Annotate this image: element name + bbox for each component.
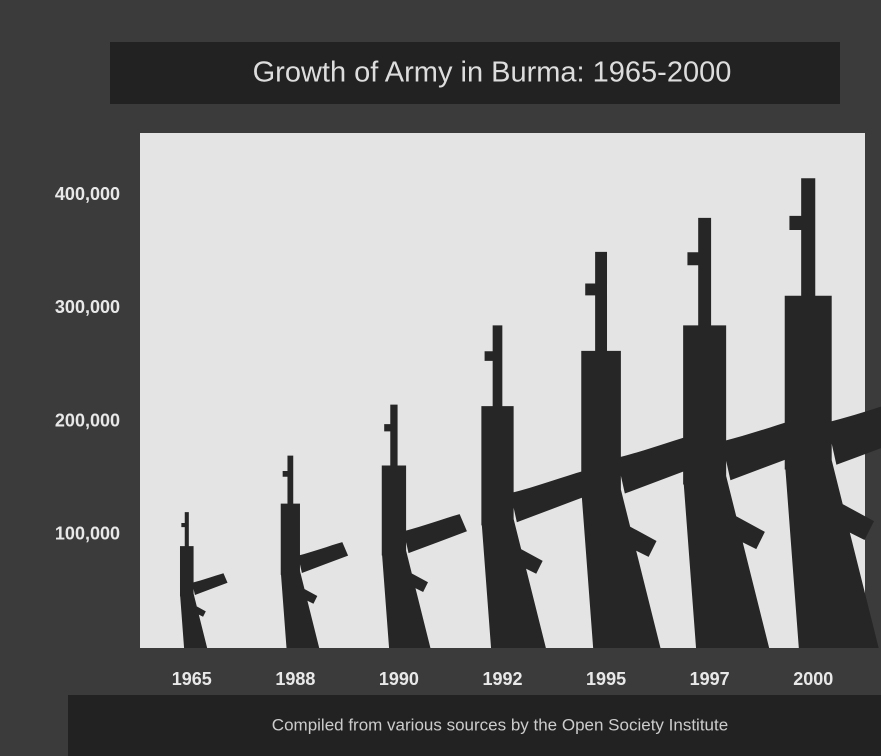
x-tick-label: 1965 — [172, 669, 212, 689]
x-tick-label: 1995 — [586, 669, 626, 689]
chart: Growth of Army in Burma: 1965-2000 Compi… — [0, 0, 881, 756]
y-tick-label: 200,000 — [55, 410, 120, 430]
x-tick-label: 1997 — [690, 669, 730, 689]
chart-title: Growth of Army in Burma: 1965-2000 — [253, 57, 732, 89]
footnote: Compiled from various sources by the Ope… — [272, 715, 728, 734]
y-tick-label: 100,000 — [55, 524, 120, 544]
x-tick-label: 1992 — [482, 669, 522, 689]
x-tick-label: 1988 — [275, 669, 315, 689]
x-tick-label: 1990 — [379, 669, 419, 689]
y-tick-label: 400,000 — [55, 184, 120, 204]
y-tick-label: 300,000 — [55, 297, 120, 317]
x-tick-label: 2000 — [793, 669, 833, 689]
